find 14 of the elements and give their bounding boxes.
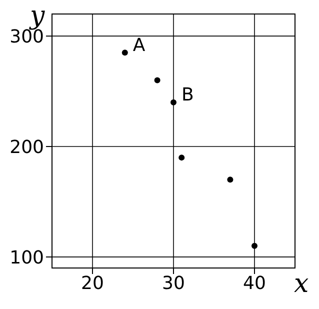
point xyxy=(178,154,185,161)
point xyxy=(227,176,234,183)
point xyxy=(122,50,128,56)
y-tick-label: 200 xyxy=(10,136,44,158)
x-tick-label: 30 xyxy=(162,272,185,294)
annotation: A xyxy=(132,35,146,56)
y-tick-label: 100 xyxy=(10,247,44,268)
point xyxy=(252,242,258,249)
annotation: B xyxy=(182,84,194,106)
x-tick-label: 40 xyxy=(243,272,266,294)
point xyxy=(170,99,176,106)
x-tick-label: 20 xyxy=(81,272,104,294)
x-axis-title: x xyxy=(294,269,309,299)
point xyxy=(154,77,160,84)
